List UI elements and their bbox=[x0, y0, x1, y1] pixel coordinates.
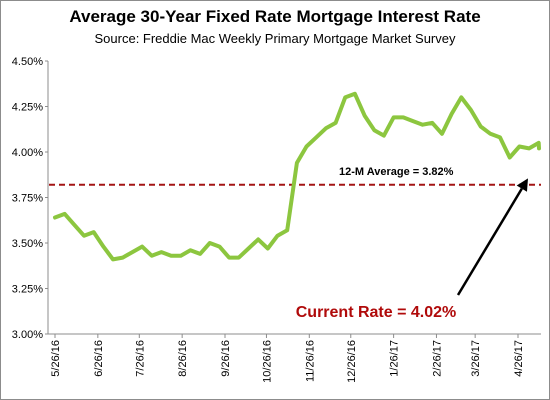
x-tick-label: 4/26/17 bbox=[513, 340, 525, 377]
y-tick-label: 3.25% bbox=[12, 284, 43, 296]
x-tick-label: 11/26/16 bbox=[304, 340, 316, 382]
x-tick-label: 10/26/16 bbox=[261, 340, 273, 383]
y-axis-tick-labels: 3.00% 3.25% 3.50% 3.75% 4.00% 4.25% 4.50% bbox=[12, 56, 48, 341]
current-rate-label: Current Rate = 4.02% bbox=[296, 304, 457, 321]
average-label: 12-M Average = 3.82% bbox=[339, 166, 454, 178]
arrow-head-icon bbox=[516, 178, 528, 192]
x-axis-tick-labels: 5/26/16 6/26/16 7/26/16 8/26/16 9/26/16 10/26… bbox=[50, 334, 525, 383]
x-tick-label: 6/26/16 bbox=[93, 340, 105, 377]
x-tick-label: 9/26/16 bbox=[220, 340, 232, 377]
y-tick-label: 3.75% bbox=[12, 193, 43, 205]
y-tick-label: 4.25% bbox=[12, 102, 43, 114]
x-tick-label: 12/26/16 bbox=[346, 340, 358, 383]
current-rate-arrow bbox=[456, 188, 523, 296]
x-tick-label: 1/26/17 bbox=[389, 340, 401, 377]
y-tick-label: 3.50% bbox=[12, 238, 43, 250]
chart-subtitle: Source: Freddie Mac Weekly Primary Mortg… bbox=[94, 31, 456, 46]
x-tick-label: 3/26/17 bbox=[470, 340, 482, 377]
y-tick-label: 3.00% bbox=[12, 329, 43, 341]
y-tick-label: 4.00% bbox=[12, 147, 43, 159]
x-tick-label: 5/26/16 bbox=[50, 340, 62, 377]
x-tick-label: 7/26/16 bbox=[134, 340, 146, 377]
y-tick-label: 4.50% bbox=[12, 56, 43, 68]
rate-series-line bbox=[53, 91, 541, 262]
x-tick-label: 8/26/16 bbox=[177, 340, 189, 377]
chart-title: Average 30-Year Fixed Rate Mortgage Inte… bbox=[69, 7, 481, 26]
x-tick-label: 2/26/17 bbox=[431, 340, 443, 377]
